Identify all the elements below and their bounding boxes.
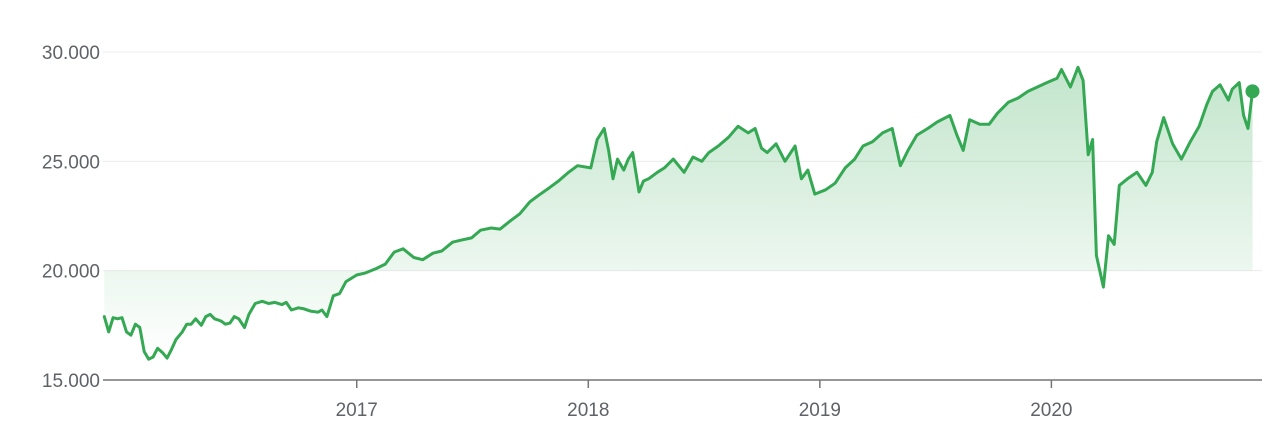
end-marker xyxy=(1245,84,1260,99)
y-tick-label: 25.000 xyxy=(42,152,100,173)
x-tick-label: 2017 xyxy=(336,400,378,421)
y-tick-labels: 15.000 20.000 25.000 30.000 xyxy=(42,43,100,392)
area-path xyxy=(104,67,1253,360)
x-tick-labels: 2017 2018 2019 2020 xyxy=(336,400,1073,421)
y-tick-label: 20.000 xyxy=(42,262,100,283)
area-fill xyxy=(104,67,1253,360)
series-line-path xyxy=(102,65,1254,361)
x-axis xyxy=(103,379,1262,388)
y-tick-label: 30.000 xyxy=(42,43,100,64)
y-tick-label: 15.000 xyxy=(42,371,100,392)
x-tick-label: 2018 xyxy=(567,400,609,421)
x-tick-label: 2019 xyxy=(799,400,841,421)
end-point-marker[interactable] xyxy=(1245,84,1260,99)
x-tick-label: 2020 xyxy=(1030,400,1072,421)
series-line xyxy=(102,65,1254,361)
